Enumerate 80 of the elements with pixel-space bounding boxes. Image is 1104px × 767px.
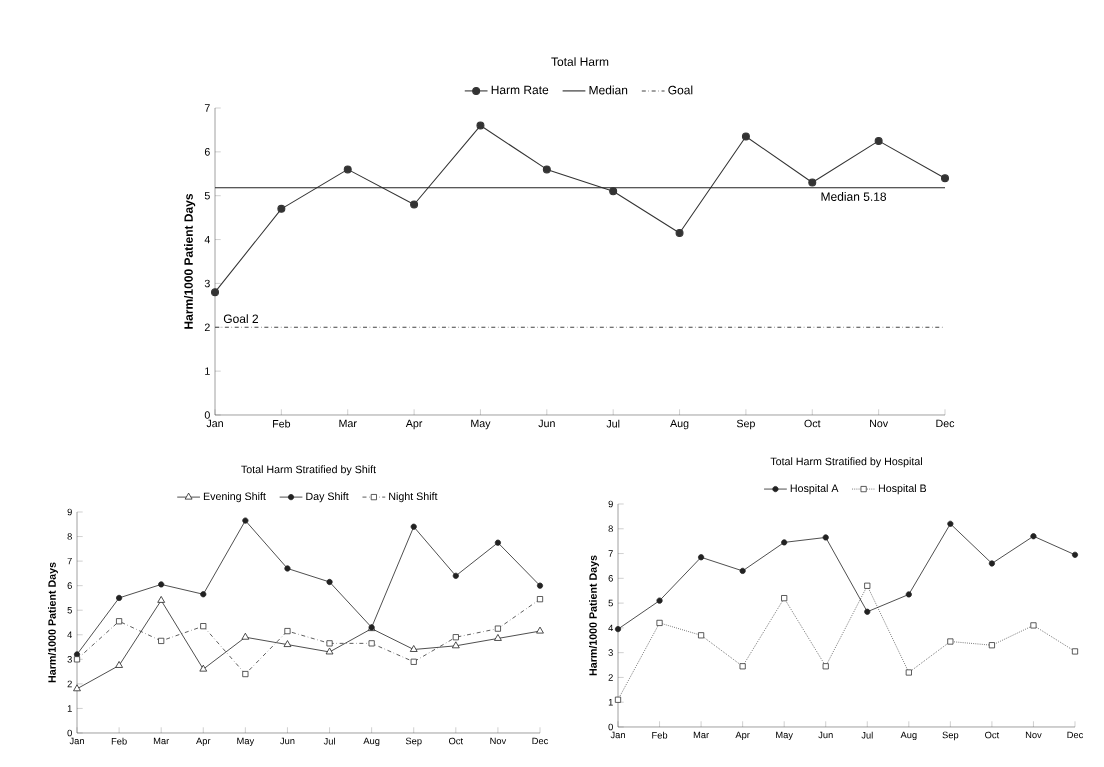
x-tick-label: Jan <box>69 737 84 745</box>
x-tick-label: May <box>776 731 793 741</box>
x-tick-label: Oct <box>804 419 821 428</box>
chart-title: Total Harm Stratified by Shift <box>241 465 376 476</box>
x-tick-label: Aug <box>900 731 917 741</box>
y-tick-label: 1 <box>608 699 613 706</box>
chart-title: Total Harm <box>551 57 609 66</box>
x-tick-label: Feb <box>273 419 291 428</box>
x-tick-label: Aug <box>363 737 380 747</box>
x-tick-label: Sep <box>405 737 422 747</box>
y-tick-label: 6 <box>204 148 210 156</box>
x-tick-label: Jun <box>538 419 555 428</box>
x-tick-label: Dec <box>1067 731 1084 739</box>
y-tick-label: 7 <box>67 557 72 565</box>
y-tick-label: 5 <box>67 606 72 614</box>
y-tick-label: 7 <box>204 104 210 112</box>
x-tick-label: Oct <box>449 737 464 745</box>
y-tick-label: 9 <box>608 500 613 508</box>
y-axis-title: Harm/1000 Patient Days <box>589 555 599 676</box>
y-tick-label: 2 <box>204 323 210 331</box>
legend-label: Day Shift <box>306 492 349 503</box>
legend-label: Hospital A <box>790 484 839 495</box>
x-tick-label: Apr <box>405 419 423 430</box>
y-tick-label: 5 <box>608 599 613 607</box>
legend-label: Night Shift <box>389 492 438 503</box>
y-tick-label: 7 <box>608 550 613 557</box>
y-tick-label: 1 <box>205 367 210 375</box>
x-tick-label: Dec <box>532 737 549 745</box>
y-tick-label: 8 <box>67 533 72 540</box>
x-tick-label: Nov <box>1025 731 1042 739</box>
x-tick-label: Jul <box>861 731 873 739</box>
y-tick-label: 9 <box>67 508 72 516</box>
y-tick-label: 1 <box>67 705 72 712</box>
legend-label: Hospital B <box>878 484 927 495</box>
y-tick-label: 6 <box>608 575 613 582</box>
x-tick-label: Sep <box>736 419 755 430</box>
chart-title: Total Harm Stratified by Hospital <box>770 457 922 468</box>
y-tick-label: 2 <box>67 680 72 688</box>
x-tick-label: Dec <box>936 419 955 428</box>
legend-label: Harm Rate <box>491 85 549 95</box>
x-tick-label: Mar <box>693 731 709 739</box>
y-tick-label: 4 <box>204 235 210 244</box>
x-tick-label: Jan <box>206 419 223 428</box>
x-tick-label: Nov <box>870 419 889 428</box>
legend-label: Evening Shift <box>203 492 266 503</box>
y-tick-label: 6 <box>67 582 72 589</box>
y-tick-label: 3 <box>608 649 613 656</box>
y-tick-label: 4 <box>67 631 73 638</box>
y-tick-label: 5 <box>204 191 210 200</box>
y-axis-title: Harm/1000 Patient Days <box>184 193 196 329</box>
annotation: Median 5.18 <box>821 192 887 201</box>
x-tick-label: Oct <box>985 731 1000 739</box>
y-axis-title: Harm/1000 Patient Days <box>48 562 58 683</box>
x-tick-label: Mar <box>153 737 170 745</box>
y-tick-label: 4 <box>608 624 614 632</box>
y-tick-label: 0 <box>204 411 210 419</box>
x-tick-label: Jun <box>280 737 295 745</box>
x-tick-label: May <box>471 419 491 430</box>
x-tick-label: Sep <box>942 731 959 741</box>
x-tick-label: Jul <box>323 737 335 745</box>
x-tick-label: Nov <box>490 737 507 745</box>
x-tick-label: May <box>237 737 255 747</box>
y-tick-label: 0 <box>67 729 72 737</box>
x-tick-label: Jun <box>818 731 833 739</box>
y-tick-label: 8 <box>608 525 613 533</box>
x-tick-label: Jul <box>606 419 620 428</box>
x-tick-label: Mar <box>339 419 357 428</box>
x-tick-label: Feb <box>111 737 127 745</box>
y-tick-label: 2 <box>608 674 613 681</box>
legend-label: Median <box>589 85 628 95</box>
annotation: Goal 2 <box>223 314 258 324</box>
x-tick-label: Feb <box>652 731 668 739</box>
x-tick-label: Aug <box>670 419 689 430</box>
y-tick-label: 3 <box>67 656 72 663</box>
x-tick-label: Jan <box>610 731 625 739</box>
x-tick-label: Apr <box>735 731 750 741</box>
legend-label: Goal <box>668 85 693 95</box>
y-tick-label: 0 <box>608 723 613 731</box>
y-tick-label: 3 <box>204 279 210 288</box>
x-tick-label: Apr <box>196 737 211 747</box>
